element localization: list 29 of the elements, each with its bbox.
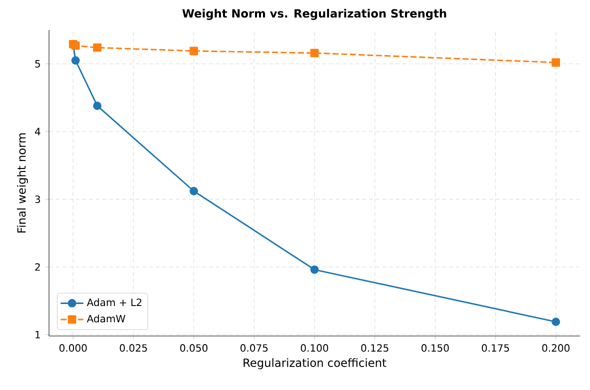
chart-title: Weight Norm vs. Regularization Strength (182, 8, 446, 20)
y-tick-label: 1 (36, 331, 40, 338)
point (190, 186, 198, 196)
y-tick-label: 2 (35, 263, 40, 271)
legend-label: Adam + L2 (86, 298, 142, 306)
y-tick-label: 3 (35, 195, 40, 204)
point (310, 265, 319, 274)
point (552, 318, 560, 326)
y-tick-label: 4 (34, 128, 40, 136)
x-tick-label: 0.200 (542, 344, 570, 352)
legend-label: AdamW (86, 314, 126, 322)
x-axis-title: Regularization coefficient (244, 358, 386, 370)
point (552, 58, 560, 67)
x-tick-label: 0.050 (180, 344, 208, 352)
x-tick-label: 0.025 (120, 344, 147, 352)
point (71, 41, 80, 50)
x-tick-label: 0.175 (482, 344, 509, 352)
y-axis-title: Final weight norm (17, 133, 28, 232)
point (93, 43, 102, 52)
point (190, 46, 198, 56)
x-tick-label: 0.000 (59, 344, 87, 352)
y-tick-label: 5 (35, 60, 40, 68)
x-tick-label: 0.150 (422, 344, 449, 352)
point (71, 56, 80, 65)
x-tick-label: 0.100 (300, 344, 328, 352)
point (310, 48, 319, 58)
x-tick-label: 0.075 (240, 344, 268, 352)
x-tick-label: 0.125 (361, 344, 388, 352)
point (93, 102, 102, 110)
